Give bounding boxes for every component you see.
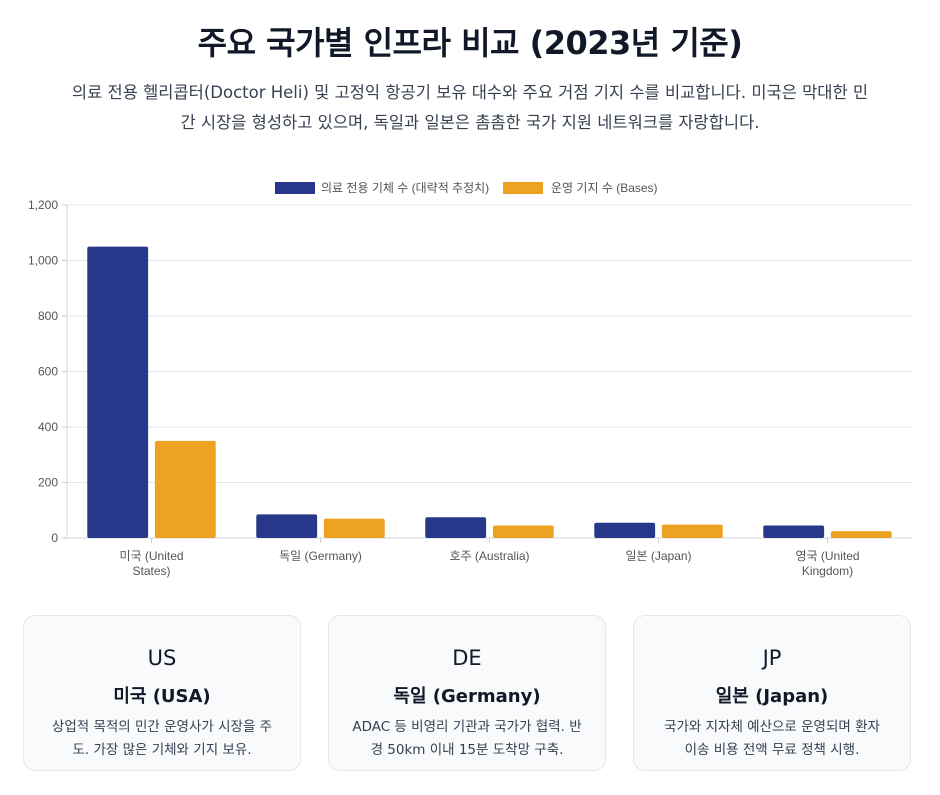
bar-aircraft: [763, 525, 825, 538]
y-tick-label: 200: [38, 476, 58, 490]
y-tick-label: 1,000: [28, 254, 58, 268]
x-tick-label: 미국 (United States): [119, 549, 183, 578]
y-tick-label: 600: [38, 365, 58, 379]
card-desc: 국가와 지자체 예산으로 운영되며 환자 이송 비용 전액 무료 정책 시행.: [664, 719, 880, 758]
bar-bases: [323, 518, 385, 538]
y-tick-label: 800: [38, 309, 58, 323]
card-jp: JP 일본 (Japan) 국가와 지자체 예산으로 운영되며 환자 이송 비용…: [633, 615, 911, 771]
bar-chart: 0 200 400 600 800 1,000 1,200 미국 (United States)…: [28, 181, 912, 578]
y-tick-label: 1,200: [28, 198, 58, 212]
x-tick-label-line: 미국 (United: [119, 549, 183, 563]
x-tick-label: 영국 (United Kingdom): [795, 549, 859, 578]
x-tick-label-line: States): [132, 564, 170, 578]
card-code: US: [147, 646, 177, 670]
card-us: US 미국 (USA) 상업적 목적의 민간 운영사가 시장을 주도. 가장 많…: [23, 615, 301, 771]
x-tick-label: 독일 (Germany): [279, 549, 362, 563]
bar-aircraft: [87, 246, 149, 538]
card-code: DE: [452, 646, 482, 670]
legend-label-bases: 운영 기지 수 (Bases): [551, 181, 658, 195]
card-de: DE 독일 (Germany) ADAC 등 비영리 기관과 국가가 협력. 반…: [328, 615, 606, 771]
y-tick-label: 0: [51, 531, 58, 545]
bar-bases: [661, 524, 723, 538]
card-desc: ADAC 등 비영리 기관과 국가가 협력. 반경 50km 이내 15분 도착…: [352, 719, 582, 758]
legend-label-aircraft: 의료 전용 기체 수 (대략적 추정치): [321, 181, 489, 195]
x-tick-label-line: 영국 (United: [795, 549, 859, 563]
legend-swatch-bases: [503, 182, 543, 194]
card-name: 일본 (Japan): [715, 686, 829, 707]
x-tick-label: 일본 (Japan): [625, 549, 691, 563]
x-tick-label-line: 독일 (Germany): [279, 549, 362, 563]
bar-aircraft: [425, 517, 487, 538]
x-tick-label: 호주 (Australia): [449, 549, 529, 563]
bar-bases: [154, 440, 216, 538]
card-name: 독일 (Germany): [393, 686, 541, 707]
x-tick-label-line: 일본 (Japan): [625, 549, 691, 563]
x-tick-label-line: Kingdom): [802, 564, 853, 578]
card-name: 미국 (USA): [113, 686, 211, 707]
card-desc: 상업적 목적의 민간 운영사가 시장을 주도. 가장 많은 기체와 기지 보유.: [51, 719, 273, 758]
bar-bases: [830, 531, 892, 538]
legend-swatch-aircraft: [275, 182, 315, 194]
x-tick-label-line: 호주 (Australia): [449, 549, 529, 563]
bar-bases: [492, 525, 554, 538]
card-code: JP: [762, 646, 782, 670]
page-title: 주요 국가별 인프라 비교 (2023년 기준): [197, 24, 743, 62]
page-subtitle: 의료 전용 헬리콥터(Doctor Heli) 및 고정익 항공기 보유 대수와…: [71, 83, 869, 132]
bar-aircraft: [256, 514, 318, 538]
y-tick-label: 400: [38, 420, 58, 434]
bar-aircraft: [594, 522, 656, 538]
